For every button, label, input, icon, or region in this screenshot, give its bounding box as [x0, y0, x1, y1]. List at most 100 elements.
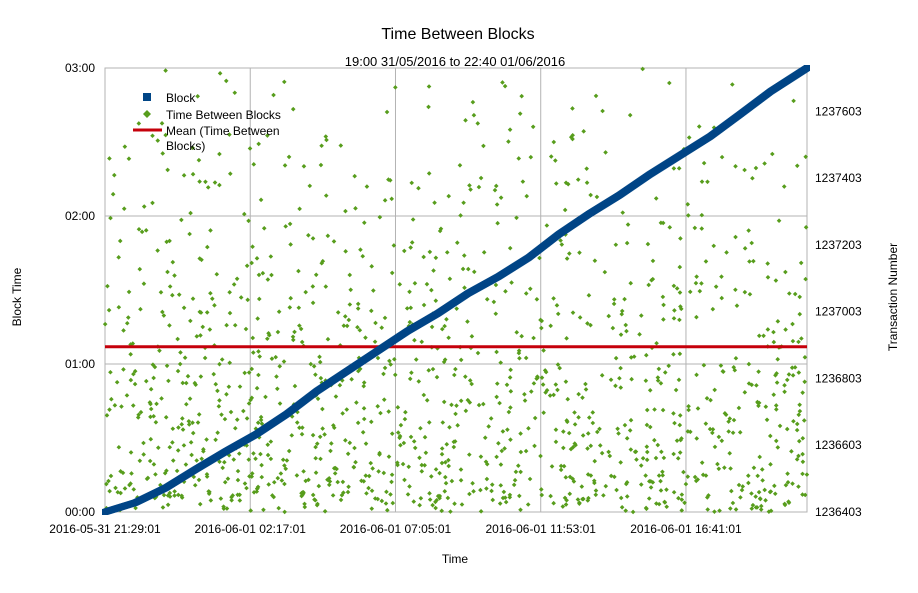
- time-between-blocks-point: [565, 396, 571, 402]
- time-between-blocks-point: [116, 304, 122, 310]
- time-between-blocks-point: [190, 171, 196, 177]
- time-between-blocks-point: [192, 380, 198, 386]
- time-between-blocks-point: [732, 367, 738, 373]
- time-between-blocks-point: [507, 375, 513, 380]
- time-between-blocks-point: [518, 431, 523, 436]
- time-between-blocks-point: [471, 269, 477, 275]
- time-between-blocks-point: [800, 435, 806, 441]
- time-between-blocks-point: [219, 412, 224, 417]
- time-between-blocks-point: [430, 366, 436, 372]
- time-between-blocks-point: [102, 321, 108, 327]
- time-between-blocks-point: [757, 454, 763, 460]
- time-between-blocks-point: [214, 271, 220, 277]
- time-between-blocks-point: [204, 437, 209, 442]
- time-between-blocks-point: [386, 409, 391, 414]
- time-between-blocks-point: [331, 239, 337, 244]
- time-between-blocks-point: [215, 388, 220, 394]
- time-between-blocks-point: [758, 507, 764, 512]
- time-between-blocks-point: [742, 390, 748, 395]
- time-between-blocks-point: [650, 258, 656, 264]
- time-between-blocks-point: [261, 507, 266, 513]
- time-between-blocks-point: [730, 430, 736, 436]
- time-between-blocks-point: [768, 489, 774, 494]
- time-between-blocks-point: [585, 321, 590, 326]
- time-between-blocks-point: [363, 473, 369, 478]
- time-between-blocks-point: [790, 321, 795, 327]
- time-between-blocks-point: [506, 139, 511, 144]
- y2-tick-label: 1236803: [815, 371, 862, 385]
- time-between-blocks-point: [422, 434, 428, 440]
- time-between-blocks-point: [591, 478, 597, 484]
- time-between-blocks-point: [764, 417, 770, 423]
- time-between-blocks-point: [197, 256, 203, 261]
- time-between-blocks-point: [695, 406, 701, 411]
- time-between-blocks-point: [356, 368, 361, 374]
- time-between-blocks-point: [433, 499, 438, 505]
- time-between-blocks-point: [249, 366, 255, 372]
- time-between-blocks-point: [467, 378, 473, 383]
- time-between-blocks-point: [548, 154, 554, 159]
- time-between-blocks-point: [422, 462, 427, 468]
- time-between-blocks-point: [388, 362, 393, 367]
- time-between-blocks-point: [644, 352, 649, 358]
- time-between-blocks-point: [467, 452, 472, 457]
- time-between-blocks-point: [599, 373, 605, 378]
- time-between-blocks-point: [178, 350, 183, 355]
- time-between-blocks-point: [494, 454, 499, 460]
- time-between-blocks-point: [475, 350, 481, 356]
- time-between-blocks-point: [481, 143, 486, 149]
- time-between-blocks-point: [618, 495, 624, 501]
- time-between-blocks-point: [597, 426, 602, 432]
- time-between-blocks-point: [616, 431, 621, 436]
- time-between-blocks-point: [126, 156, 132, 162]
- time-between-blocks-point: [441, 399, 447, 405]
- time-between-blocks-point: [655, 442, 661, 448]
- time-between-blocks-point: [115, 489, 121, 495]
- time-between-blocks-point: [654, 501, 659, 506]
- time-between-blocks-point: [483, 459, 489, 465]
- time-between-blocks-series: [102, 66, 810, 515]
- time-between-blocks-point: [796, 484, 801, 489]
- time-between-blocks-point: [527, 476, 533, 482]
- time-between-blocks-point: [276, 309, 282, 314]
- time-between-blocks-point: [406, 464, 412, 470]
- time-between-blocks-point: [192, 482, 198, 488]
- time-between-blocks-point: [129, 471, 134, 476]
- time-between-blocks-point: [523, 448, 529, 454]
- time-between-blocks-point: [226, 384, 232, 390]
- time-between-blocks-point: [447, 424, 452, 430]
- time-between-blocks-point: [624, 480, 630, 485]
- time-between-blocks-point: [772, 483, 777, 489]
- time-between-blocks-point: [484, 476, 490, 482]
- time-between-blocks-point: [476, 402, 482, 408]
- time-between-blocks-point: [375, 403, 381, 409]
- time-between-blocks-point: [195, 94, 200, 99]
- time-between-blocks-point: [347, 440, 353, 446]
- time-between-blocks-point: [128, 450, 134, 455]
- time-between-blocks-point: [803, 276, 808, 282]
- time-between-blocks-point: [671, 451, 676, 457]
- time-between-blocks-point: [361, 478, 367, 484]
- time-between-blocks-point: [718, 363, 724, 368]
- time-between-blocks-point: [454, 403, 459, 408]
- time-between-blocks-point: [619, 308, 625, 314]
- time-between-blocks-point: [561, 429, 566, 434]
- time-between-blocks-point: [346, 484, 351, 490]
- time-between-blocks-point: [617, 375, 622, 381]
- time-between-blocks-point: [606, 313, 612, 319]
- time-between-blocks-point: [507, 127, 513, 132]
- time-between-blocks-point: [676, 166, 682, 171]
- time-between-blocks-point: [137, 266, 143, 272]
- time-between-blocks-point: [459, 502, 465, 507]
- time-between-blocks-point: [664, 504, 669, 510]
- time-between-blocks-point: [341, 490, 346, 495]
- time-between-blocks-point: [471, 489, 476, 494]
- time-between-blocks-point: [794, 421, 800, 427]
- time-between-blocks-point: [301, 469, 306, 474]
- time-between-blocks-point: [170, 426, 176, 432]
- time-between-blocks-point: [184, 401, 189, 407]
- time-between-blocks-point: [372, 496, 378, 501]
- time-between-blocks-point: [783, 482, 789, 488]
- legend-label-block: Block: [166, 91, 196, 105]
- time-between-blocks-point: [478, 175, 484, 181]
